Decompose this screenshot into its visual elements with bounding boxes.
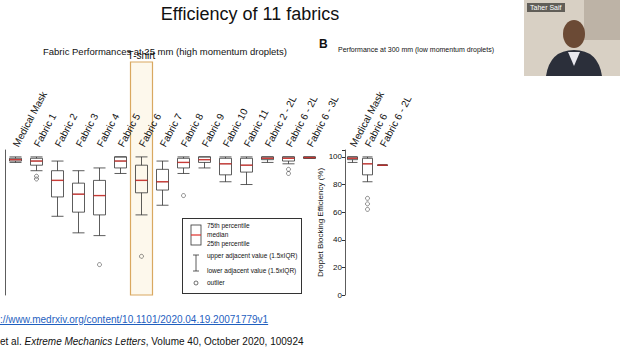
svg-text:60: 60 bbox=[333, 208, 342, 217]
svg-text:Performance at 300 mm (low mom: Performance at 300 mm (low momentum drop… bbox=[338, 46, 494, 54]
html-text:25th percentile: 25th percentile bbox=[207, 240, 250, 247]
svg-text:Fabric 2: Fabric 2 bbox=[52, 111, 80, 149]
svg-text:20: 20 bbox=[333, 263, 342, 272]
svg-text:100: 100 bbox=[329, 152, 343, 161]
svg-text:Fabric 7: Fabric 7 bbox=[157, 111, 185, 149]
svg-text:Fabric 5: Fabric 5 bbox=[115, 111, 143, 149]
html-text:Taher Saif: Taher Saif bbox=[530, 4, 562, 11]
html-text:://www.medrxiv.org/content/10.: ://www.medrxiv.org/content/10.1101/2020.… bbox=[0, 314, 269, 325]
svg-text:Droplet Blocking Efficiency (%: Droplet Blocking Efficiency (%) bbox=[316, 168, 325, 278]
svg-text:Fabric 10: Fabric 10 bbox=[220, 106, 250, 149]
svg-text:Fabric 4: Fabric 4 bbox=[94, 111, 122, 149]
svg-text:Fabric 6 - 2L: Fabric 6 - 2L bbox=[283, 93, 320, 149]
svg-text:Fabric 11: Fabric 11 bbox=[241, 107, 271, 149]
svg-text:0: 0 bbox=[338, 291, 343, 300]
html-text:upper adjacent value (1.5xIQR): upper adjacent value (1.5xIQR) bbox=[207, 252, 298, 259]
svg-text:40: 40 bbox=[333, 235, 342, 244]
svg-text:Medical Mask: Medical Mask bbox=[347, 89, 386, 149]
svg-text:B: B bbox=[319, 37, 328, 51]
svg-text:Fabric 8: Fabric 8 bbox=[178, 111, 206, 149]
svg-text:T-shirt: T-shirt bbox=[128, 50, 156, 61]
svg-text:Fabric 6 - 3L: Fabric 6 - 3L bbox=[305, 94, 341, 149]
svg-text:Fabric 6: Fabric 6 bbox=[136, 111, 164, 149]
svg-text:Fabric 2 - 2L: Fabric 2 - 2L bbox=[262, 93, 299, 149]
svg-text:Fabric 6: Fabric 6 bbox=[362, 111, 390, 149]
html-text:outlier: outlier bbox=[207, 279, 225, 286]
svg-text:Fabric 3: Fabric 3 bbox=[73, 111, 101, 149]
html-text:median: median bbox=[207, 231, 229, 238]
svg-text:Fabric 6 - 2L: Fabric 6 - 2L bbox=[378, 94, 414, 149]
html-text:et al. Extreme Mechanics Lette: et al. Extreme Mechanics Letters, Volume… bbox=[0, 336, 304, 347]
html-text:75th percentile: 75th percentile bbox=[207, 222, 250, 229]
svg-text:Fabric 1: Fabric 1 bbox=[31, 111, 59, 149]
html-text:Efficiency of 11 fabrics: Efficiency of 11 fabrics bbox=[160, 4, 340, 24]
svg-text:80: 80 bbox=[333, 180, 342, 189]
svg-text:Fabric 9: Fabric 9 bbox=[199, 111, 227, 149]
svg-text:Fabric Performances at 25 mm (: Fabric Performances at 25 mm (high momen… bbox=[43, 46, 287, 57]
svg-text:Medical Mask: Medical Mask bbox=[10, 89, 49, 149]
html-text:lower adjacent value (1.5xIQR): lower adjacent value (1.5xIQR) bbox=[207, 267, 297, 274]
